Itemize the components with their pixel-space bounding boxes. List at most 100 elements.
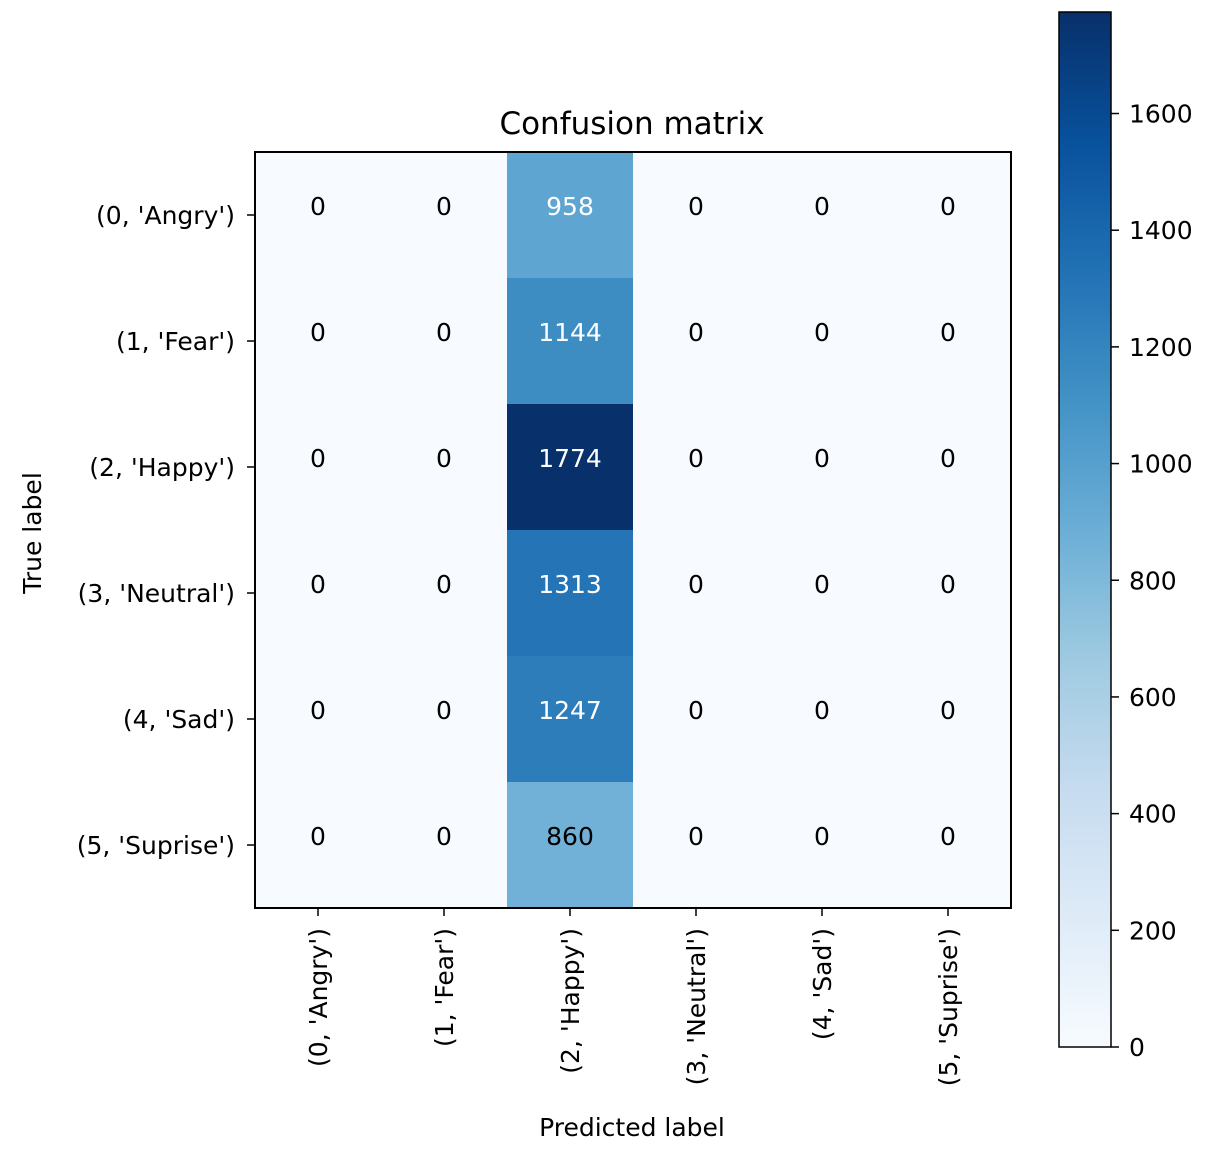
cell-value-label: 0	[688, 192, 704, 221]
cell-value-label: 958	[546, 192, 594, 221]
heatmap-cell	[759, 782, 885, 908]
cell-value-label: 0	[310, 696, 326, 725]
heatmap-cell	[255, 782, 381, 908]
heatmap-cell	[381, 404, 507, 530]
heatmap-cell	[633, 656, 759, 782]
y-tick-label: (2, 'Happy')	[89, 453, 235, 482]
heatmap-cell	[885, 404, 1011, 530]
heatmap-cell	[381, 530, 507, 656]
cell-value-label: 0	[436, 822, 452, 851]
colorbar-tick-label: 0	[1129, 1033, 1145, 1062]
heatmap-cell	[255, 656, 381, 782]
cell-value-label: 0	[940, 822, 956, 851]
cell-value-label: 0	[940, 570, 956, 599]
cell-value-label: 860	[546, 822, 594, 851]
heatmap-cell	[759, 530, 885, 656]
cell-value-label: 0	[436, 696, 452, 725]
heatmap-cell	[255, 404, 381, 530]
cell-value-label: 1774	[538, 444, 602, 473]
cell-value-label: 0	[688, 570, 704, 599]
cell-value-label: 0	[814, 444, 830, 473]
cell-value-label: 0	[814, 192, 830, 221]
y-axis-ticks: (0, 'Angry') (1, 'Fear') (2, 'Happy') (3, '…	[77, 201, 255, 860]
colorbar-tick-label: 600	[1129, 683, 1177, 712]
heatmap-cell	[885, 782, 1011, 908]
cell-value-label: 0	[688, 444, 704, 473]
cell-value-label: 1313	[538, 570, 602, 599]
cell-value-label: 0	[940, 444, 956, 473]
x-tick-label: (4, 'Sad')	[808, 928, 837, 1040]
heatmap-cell	[759, 656, 885, 782]
heatmap-cell	[507, 656, 633, 782]
cell-value-label: 1144	[538, 318, 602, 347]
heatmap-cell	[507, 404, 633, 530]
cell-value-label: 0	[940, 318, 956, 347]
heatmap-cell	[633, 530, 759, 656]
cell-value-label: 0	[436, 570, 452, 599]
colorbar-tick-label: 400	[1129, 800, 1177, 829]
colorbar-ticks: 0 200 400 600 800 1000 1200 1400 1600	[1111, 100, 1193, 1062]
heatmap-cell	[633, 782, 759, 908]
heatmap-cell	[507, 530, 633, 656]
cell-value-label: 1247	[538, 696, 602, 725]
colorbar-tick-label: 1400	[1129, 216, 1193, 245]
cell-value-label: 0	[814, 570, 830, 599]
plot-frame	[254, 151, 1012, 909]
y-tick-label: (4, 'Sad')	[123, 705, 235, 734]
heatmap-cell	[507, 782, 633, 908]
heatmap-cell	[507, 152, 633, 278]
cell-value-label: 0	[940, 192, 956, 221]
cell-value-label: 0	[310, 570, 326, 599]
x-axis-label: Predicted label	[539, 1113, 725, 1142]
colorbar-tick-label: 1000	[1129, 450, 1193, 479]
heatmap-cell	[885, 278, 1011, 404]
heatmap-cell	[633, 278, 759, 404]
heatmap-cell-labels: 0 0 958 0 0 0 0 0 1144 0 0 0 0 0 1774 0 0 0 0 0 1313 0 0 0 0 0 124…	[310, 192, 956, 851]
y-tick-label: (0, 'Angry')	[96, 201, 235, 230]
cell-value-label: 0	[310, 318, 326, 347]
cell-value-label: 0	[310, 822, 326, 851]
x-axis-ticks: (0, 'Angry') (1, 'Fear') (2, 'Happy') (3, '…	[304, 908, 963, 1086]
colorbar-tick-label: 1600	[1129, 100, 1193, 129]
y-tick-label: (5, 'Suprise')	[77, 831, 235, 860]
heatmap-cell	[885, 530, 1011, 656]
chart-title: Confusion matrix	[499, 106, 764, 142]
colorbar-tick-label: 1200	[1129, 333, 1193, 362]
heatmap-cell	[381, 656, 507, 782]
heatmap-cell	[885, 656, 1011, 782]
y-tick-label: (3, 'Neutral')	[78, 579, 235, 608]
cell-value-label: 0	[688, 822, 704, 851]
heatmap-cell	[759, 278, 885, 404]
cell-value-label: 0	[310, 444, 326, 473]
cell-value-label: 0	[688, 696, 704, 725]
cell-value-label: 0	[940, 696, 956, 725]
heatmap-cells	[255, 152, 1011, 908]
y-tick-label: (1, 'Fear')	[116, 327, 235, 356]
cell-value-label: 0	[814, 318, 830, 347]
cell-value-label: 0	[814, 696, 830, 725]
heatmap-cell	[381, 152, 507, 278]
y-axis-label: True label	[18, 472, 47, 595]
heatmap-cell	[381, 782, 507, 908]
heatmap-cell	[633, 404, 759, 530]
x-tick-label: (1, 'Fear')	[430, 928, 459, 1047]
cell-value-label: 0	[436, 192, 452, 221]
heatmap-cell	[633, 152, 759, 278]
heatmap-cell	[255, 530, 381, 656]
x-tick-label: (2, 'Happy')	[556, 928, 585, 1074]
x-tick-label: (3, 'Neutral')	[682, 928, 711, 1085]
heatmap-cell	[381, 278, 507, 404]
heatmap-cell	[507, 278, 633, 404]
heatmap-cell	[255, 278, 381, 404]
heatmap-cell	[885, 152, 1011, 278]
x-tick-label: (0, 'Angry')	[304, 928, 333, 1067]
heatmap-cell	[759, 404, 885, 530]
x-tick-label: (5, 'Suprise')	[934, 928, 963, 1086]
cell-value-label: 0	[814, 822, 830, 851]
cell-value-label: 0	[310, 192, 326, 221]
colorbar-tick-label: 800	[1129, 566, 1177, 595]
colorbar	[1058, 11, 1112, 1048]
colorbar-tick-label: 200	[1129, 916, 1177, 945]
cell-value-label: 0	[436, 444, 452, 473]
